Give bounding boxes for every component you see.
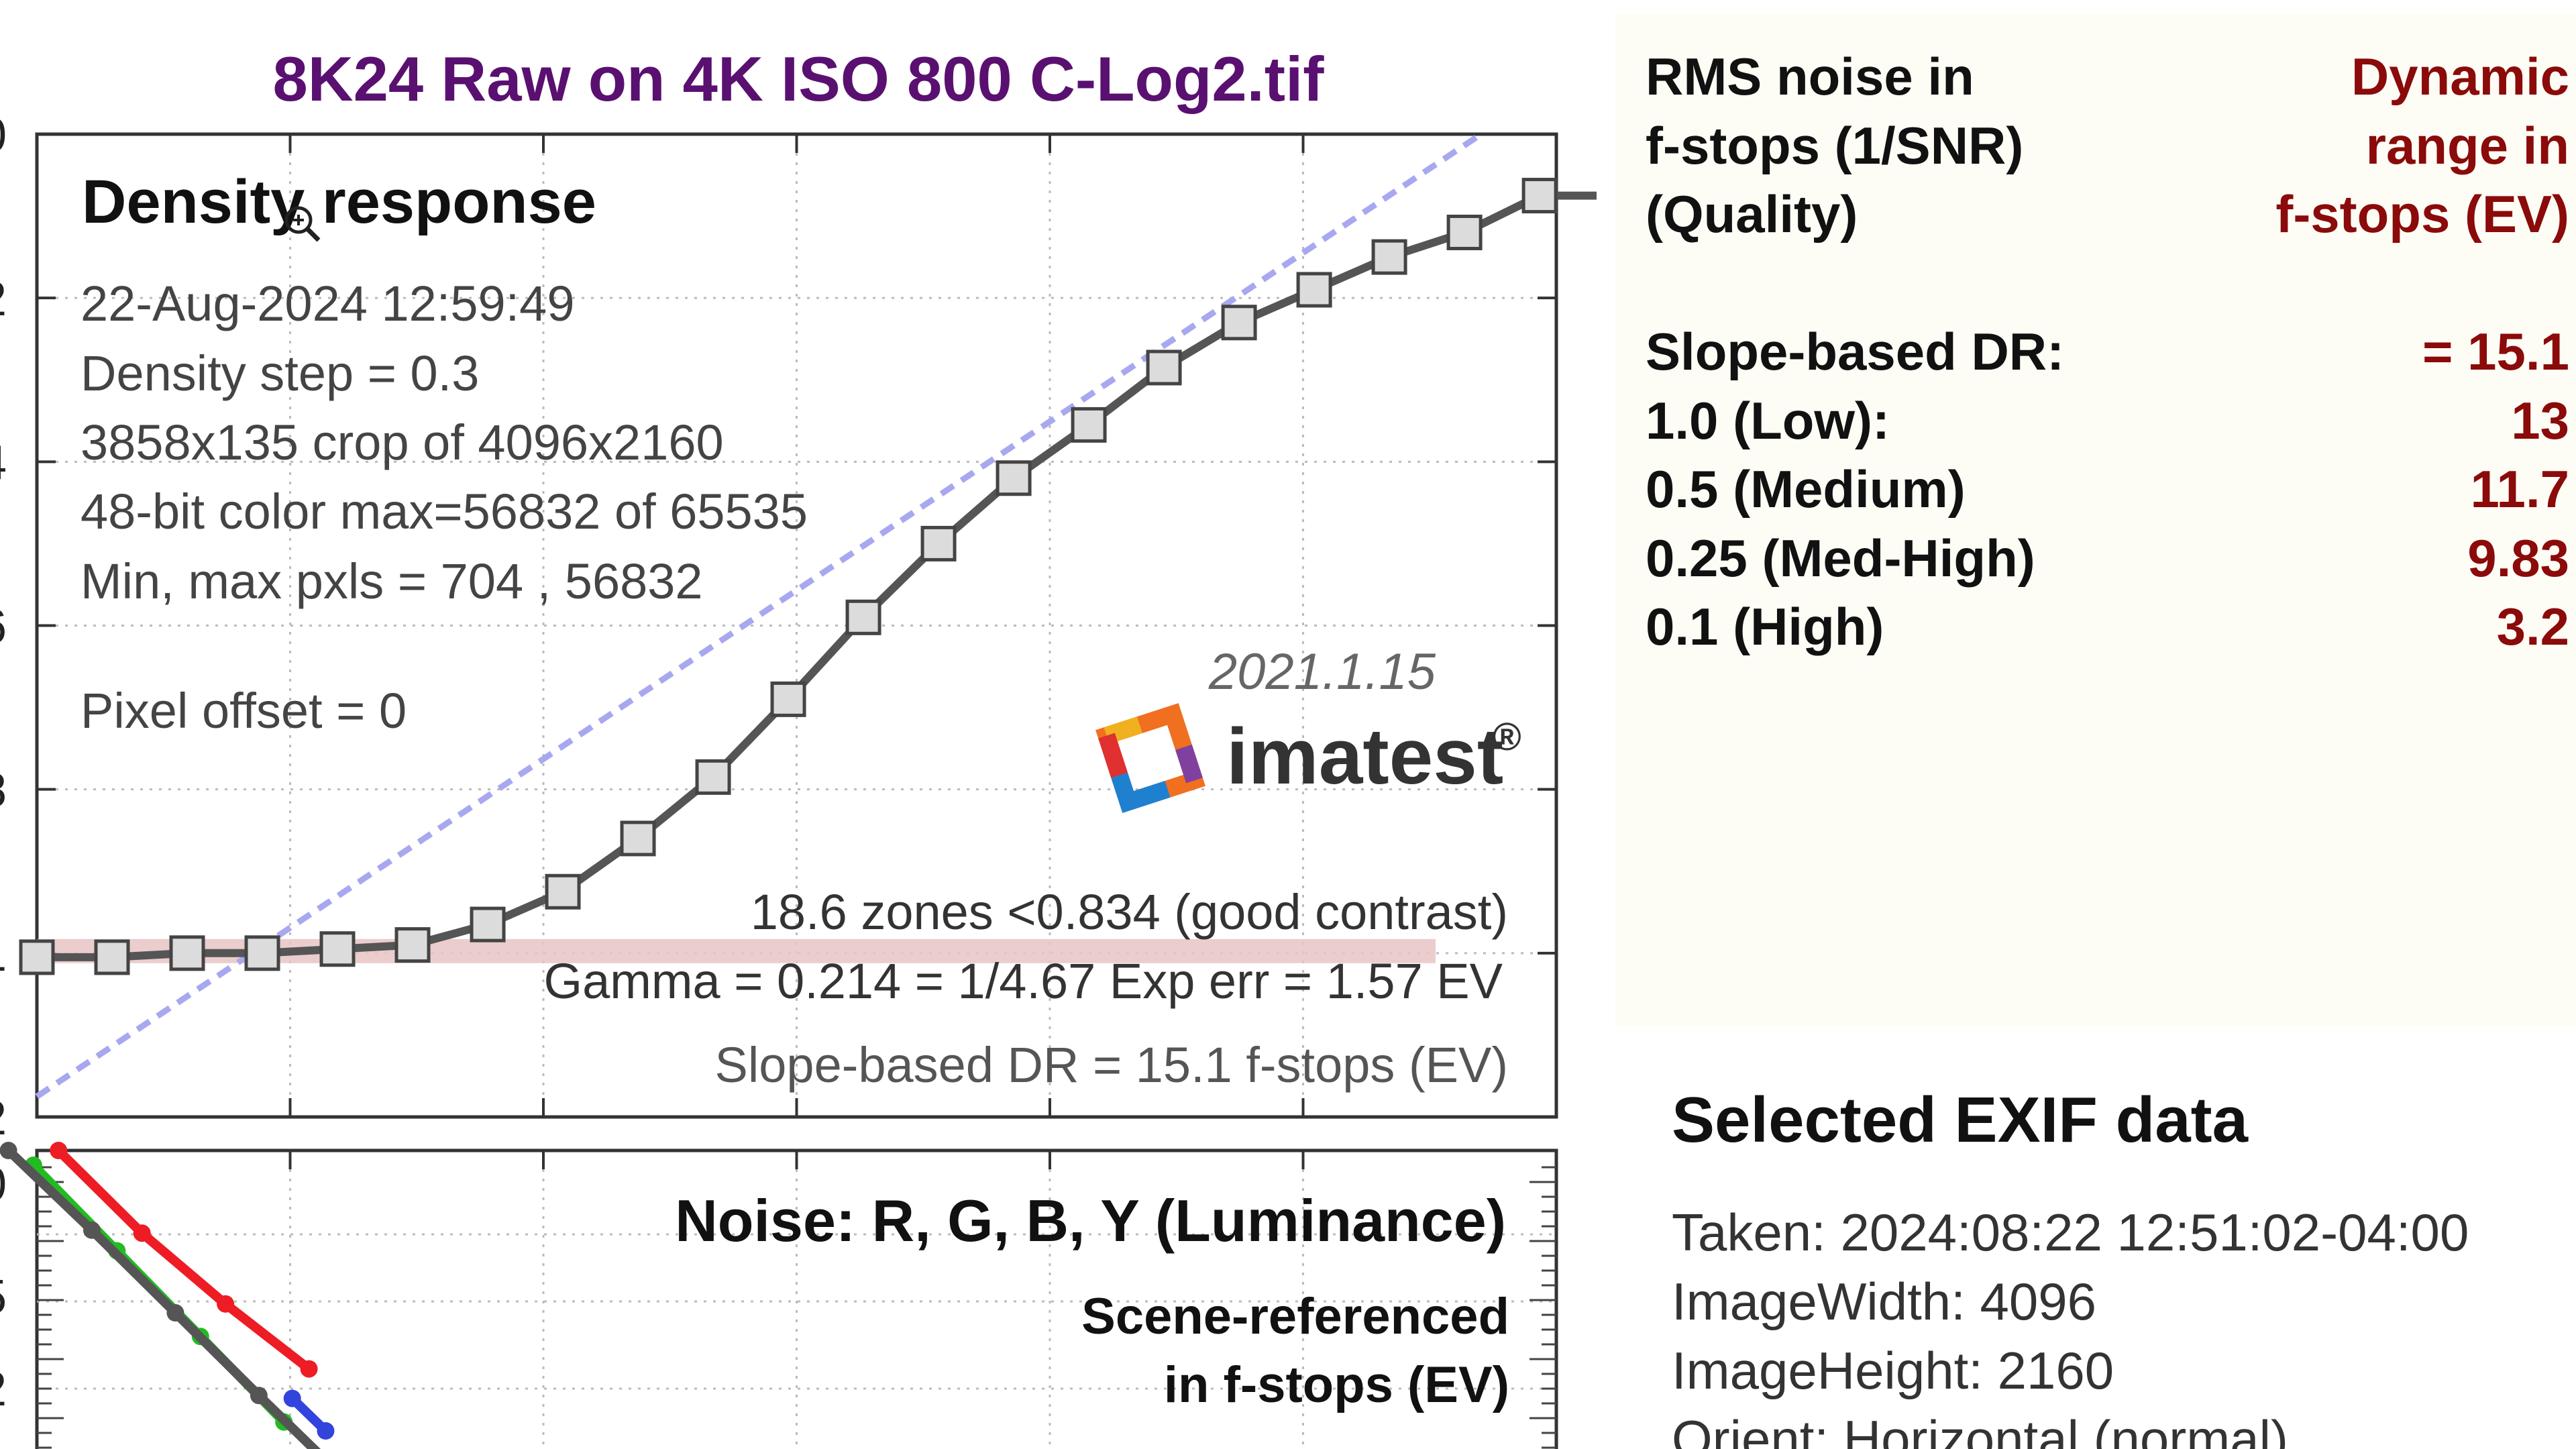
y-tick-label: .6 [0,600,7,654]
annotation-zones: 18.6 zones <0.834 (good contrast) [751,884,1508,940]
dr-row-value-low: 13 [2511,391,2569,450]
data-point-9 [695,759,731,795]
density-curve [37,191,1597,961]
heading-left-line-2: f-stops (1/SNR) [1646,116,2024,175]
exif-title: Selected EXIF data [1672,1084,2248,1156]
chart-title: 8K24 Raw on 4K ISO 800 C-Log2.tif [272,44,1324,114]
y-tick-label: .2 [0,272,7,326]
dr-row-value-medium: 11.7 [2470,460,2569,519]
dr-row-label-low: 1.0 (Low): [1646,391,1890,450]
noise-point-0-2 [217,1295,235,1313]
y-tick-labels: 0 .2 .4 .6 .8 1 1.2 [0,109,7,1145]
noise-series-line-0 [55,1147,312,1373]
dr-row-label-high: 0.1 (High) [1646,597,1884,656]
data-point-0 [19,939,55,975]
noise-y-tick-label: 2 [0,1362,7,1416]
noise-point-0-3 [300,1360,318,1378]
data-point-8 [620,820,656,857]
data-point-3 [244,935,280,971]
data-point-15 [1146,350,1182,386]
dr-row-label-medium: 0.5 (Medium) [1646,460,1966,519]
data-point-12 [920,525,957,561]
exif-panel: Selected EXIF data Taken: 2024:08:22 12:… [1615,1046,2576,1449]
noise-point-2-0 [283,1389,301,1407]
y-tick-label: 0 [0,109,7,162]
noise-point-3-2 [166,1304,184,1322]
y-tick-label: .8 [0,764,7,818]
data-point-20 [1521,178,1558,214]
data-point-11 [845,599,881,635]
data-point-7 [545,873,581,910]
y-tick-label: 1.2 [0,1091,7,1145]
dynamic-range-panel: RMS noise in f-stops (1/SNR) (Quality) D… [1615,13,2576,1026]
heading-right-line-3: f-stops (EV) [2275,184,2569,244]
noise-point-0-0 [50,1142,68,1159]
data-point-18 [1371,239,1407,275]
data-point-2 [169,935,205,971]
heading-right-line-1: Dynamic [2351,47,2569,106]
y-tick-label: 1 [0,928,7,981]
noise-point-3-1 [83,1221,101,1239]
cursor-icon [284,206,321,242]
exif-image-height: ImageHeight: 2160 [1672,1341,2114,1400]
noise-subtitle-line-2: in f-stops (EV) [1164,1356,1509,1413]
plot-subtitle: Density response [82,168,596,236]
noise-subtitle-line-1: Scene-referenced [1081,1288,1509,1345]
noise-point-2-1 [317,1422,335,1440]
imatest-logo-text: imatest [1226,712,1503,801]
noise-point-3-0 [0,1142,17,1159]
registered-mark-icon: ® [1493,715,1521,759]
imatest-logo-icon [1095,703,1205,813]
annotation-slope-dr: Slope-based DR = 15.1 f-stops (EV) [714,1037,1508,1093]
data-points [19,178,1558,975]
annotation-pixel-offset: Pixel offset = 0 [80,683,407,739]
annotation-version: 2021.1.15 [1208,643,1436,700]
noise-plot: 0 5 2 Noise: R, G, B, Y (Luminance) Scene-… [0,1142,1558,1449]
data-point-10 [770,681,806,717]
dr-row-value-slope: = 15.1 [2422,322,2569,381]
noise-point-0-1 [133,1224,151,1242]
annotation-min-max: Min, max pxls = 704 , 56832 [80,553,703,609]
annotation-date: 22-Aug-2024 12:59:49 [80,276,575,331]
exif-taken: Taken: 2024:08:22 12:51:02-04:00 [1672,1203,2469,1262]
heading-right-line-2: range in [2365,116,2569,175]
data-point-14 [1071,407,1107,443]
data-point-19 [1446,215,1483,250]
annotation-gamma: Gamma = 0.214 = 1/4.67 Exp err = 1.57 EV [544,953,1503,1009]
dr-row-label-slope: Slope-based DR: [1646,322,2065,381]
annotation-color-depth: 48-bit color max=56832 of 65535 [80,484,808,539]
annotation-crop: 3858x135 crop of 4096x2160 [80,415,724,470]
annotation-density-step: Density step = 0.3 [80,345,479,401]
noise-title: Noise: R, G, B, Y (Luminance) [675,1187,1506,1254]
chart-canvas: 8K24 Raw on 4K ISO 800 C-Log2.tif 0 .2 .4.… [0,44,1597,1449]
data-point-4 [319,931,356,967]
dr-row-label-med-high: 0.25 (Med-High) [1646,529,2035,588]
exif-image-width: ImageWidth: 4096 [1672,1272,2097,1331]
heading-left-line-3: (Quality) [1646,184,1858,244]
data-point-17 [1296,272,1332,308]
data-point-16 [1221,305,1257,341]
exif-orient: Orient: Horizontal (normal) [1672,1409,2288,1449]
data-point-13 [996,460,1032,496]
noise-y-tick-label: 5 [0,1271,7,1324]
data-point-6 [470,906,506,943]
noise-y-tick-label: 0 [0,1158,7,1212]
imatest-logo: imatest ® [1095,703,1521,813]
data-point-5 [394,927,431,963]
dr-row-value-med-high: 9.83 [2467,529,2569,588]
heading-left-line-1: RMS noise in [1646,47,1974,106]
y-tick-label: .4 [0,436,7,490]
density-response-plot: 0 .2 .4 .6 .8 1 1.2 Density response 22-Aug-20… [0,109,1597,1145]
noise-point-3-3 [250,1387,268,1405]
dr-row-value-high: 3.2 [2496,597,2569,656]
noise-y-tick-labels: 0 5 2 [0,1158,7,1416]
noise-series [0,1142,335,1449]
data-point-1 [94,939,130,975]
